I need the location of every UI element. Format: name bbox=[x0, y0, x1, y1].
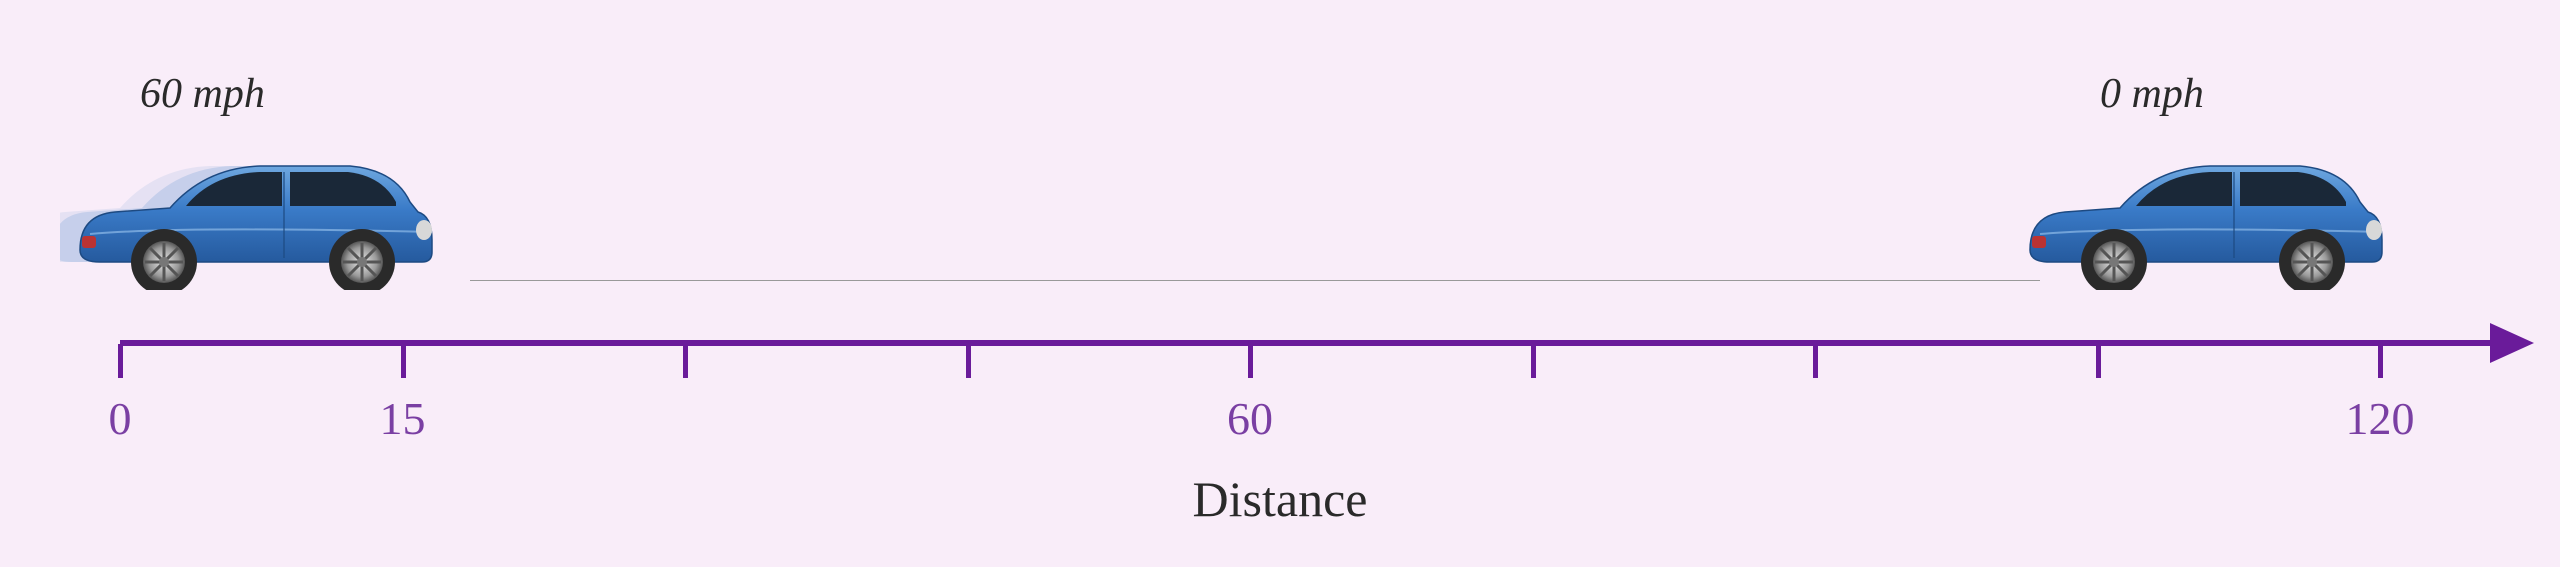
axis-tick bbox=[966, 344, 971, 378]
axis-tick bbox=[683, 344, 688, 378]
axis-tick bbox=[1813, 344, 1818, 378]
axis-title: Distance bbox=[1193, 470, 1368, 528]
motion-trail-line bbox=[470, 280, 2040, 281]
axis-tick bbox=[401, 344, 406, 378]
distance-diagram: 60 mph 0 mph bbox=[0, 0, 2560, 567]
left-car-speed-label: 60 mph bbox=[140, 70, 265, 118]
car-right-icon bbox=[2010, 140, 2390, 290]
axis-tick bbox=[2378, 344, 2383, 378]
axis-tick-label: 0 bbox=[109, 392, 132, 445]
axis-line bbox=[120, 340, 2500, 346]
right-car-speed-label: 0 mph bbox=[2100, 70, 2204, 118]
axis-tick bbox=[1248, 344, 1253, 378]
axis-arrowhead-icon bbox=[2490, 323, 2534, 363]
axis-tick-label: 15 bbox=[380, 392, 426, 445]
axis-tick-label: 60 bbox=[1227, 392, 1273, 445]
axis-tick bbox=[2096, 344, 2101, 378]
car-left-icon bbox=[60, 140, 440, 290]
axis-tick-label: 120 bbox=[2346, 392, 2415, 445]
axis-tick bbox=[1531, 344, 1536, 378]
axis-tick bbox=[118, 344, 123, 378]
